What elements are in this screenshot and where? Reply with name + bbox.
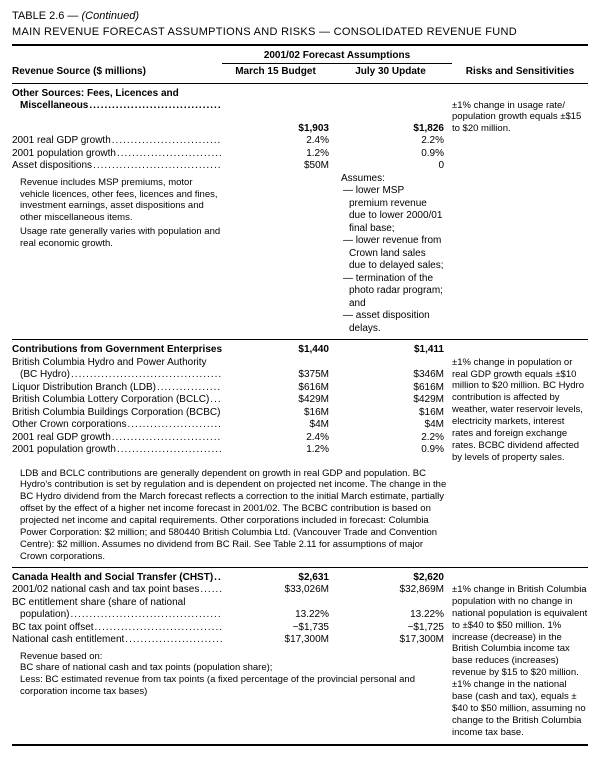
table-row: British Columbia Hydro and Power Authori…	[12, 357, 452, 382]
row-label: 2001 real GDP growth	[12, 432, 222, 445]
sec3-march: $2,631	[222, 572, 337, 585]
sec2-label: Contributions from Government Enterprise…	[12, 344, 222, 357]
col-source: Revenue Source ($ millions)	[12, 66, 222, 79]
row-label: BC tax point offset	[12, 622, 222, 635]
sec1-head: Other Sources: Fees, Licences and Miscel…	[12, 88, 588, 136]
row-march: $50M	[222, 160, 337, 173]
row-march: $616M	[222, 382, 337, 395]
section-other-sources: Other Sources: Fees, Licences and Miscel…	[12, 88, 588, 336]
note-line: Revenue based on:	[20, 651, 452, 663]
continued-text: (Continued)	[82, 10, 139, 22]
sec1-revenue-notes: Revenue includes MSP premiums, motor veh…	[12, 177, 222, 336]
row-july: 2.2%	[337, 135, 452, 148]
assume-line: — asset disposition delays.	[341, 310, 444, 335]
assumes-label: Assumes:	[341, 173, 444, 186]
row-july: $4M	[337, 419, 452, 432]
sec1-assumes: Assumes: — lower MSP premium revenue due…	[337, 173, 452, 336]
table-row: 2001 real GDP growth2.4%2.2%	[12, 135, 588, 148]
col-march: March 15 Budget	[222, 66, 337, 79]
row-july: $16M	[337, 407, 452, 420]
sec2-march: $1,440	[222, 344, 337, 357]
table-row: BC tax point offset−$1,735−$1,725	[12, 622, 452, 635]
row-label: 2001 population growth	[12, 148, 222, 161]
sec1-label: Other Sources: Fees, Licences and Miscel…	[12, 88, 222, 136]
row-july: $32,869M	[337, 584, 452, 597]
note-line: Less: BC estimated revenue from tax poin…	[20, 674, 452, 698]
table-row: Liquor Distribution Branch (LDB)$616M$61…	[12, 382, 452, 395]
row-july: 0	[337, 160, 452, 173]
note-line: Revenue includes MSP premiums, motor veh…	[20, 177, 222, 225]
col-july: July 30 Update	[337, 66, 452, 79]
row-march: 1.2%	[222, 148, 337, 161]
sec1-risks: ±1% change in usage rate/ population gro…	[452, 88, 588, 136]
row-july: $17,300M	[337, 634, 452, 647]
forecast-header-row: 2001/02 Forecast Assumptions	[12, 50, 588, 65]
bottom-rule	[12, 744, 588, 746]
sec2-rule	[12, 567, 588, 568]
row-march: 2.4%	[222, 432, 337, 445]
sec3-revenue-notes: Revenue based on:BC share of national ca…	[12, 651, 452, 699]
note-line: Usage rate generally varies with populat…	[20, 226, 222, 250]
sec2-head: Contributions from Government Enterprise…	[12, 344, 588, 357]
header-rule	[12, 83, 588, 84]
sec1-july: $1,826	[337, 88, 452, 136]
table-row: 2001 population growth1.2%0.9%	[12, 148, 588, 161]
row-march: $429M	[222, 394, 337, 407]
section-gov-enterprises: Contributions from Government Enterprise…	[12, 344, 588, 562]
row-march: $16M	[222, 407, 337, 420]
table-row: British Columbia Buildings Corporation (…	[12, 407, 452, 420]
row-label: 2001 population growth	[12, 444, 222, 457]
row-march: $33,026M	[222, 584, 337, 597]
table-row: 2001/02 national cash and tax point base…	[12, 584, 452, 597]
section-chst: Canada Health and Social Transfer (CHST)…	[12, 572, 588, 739]
table-row: 2001 population growth1.2%0.9%	[12, 444, 452, 457]
sec1-rule	[12, 339, 588, 340]
row-label: Liquor Distribution Branch (LDB)	[12, 382, 222, 395]
sec3-july: $2,620	[337, 572, 452, 585]
main-title: MAIN REVENUE FORECAST ASSUMPTIONS AND RI…	[12, 26, 588, 40]
assume-line: — lower revenue from Crown land sales du…	[341, 235, 444, 273]
row-label: Other Crown corporations	[12, 419, 222, 432]
row-label: National cash entitlement	[12, 634, 222, 647]
column-headers: Revenue Source ($ millions) March 15 Bud…	[12, 64, 588, 81]
row-march: 1.2%	[222, 444, 337, 457]
table-row: National cash entitlement$17,300M$17,300…	[12, 634, 452, 647]
row-march: −$1,735	[222, 622, 337, 635]
row-july: 2.2%	[337, 432, 452, 445]
row-march: 2.4%	[222, 135, 337, 148]
assume-line: — lower MSP premium revenue due to lower…	[341, 185, 444, 235]
table-row: BC entitlement share (share of nationalp…	[12, 597, 452, 622]
row-july: $616M	[337, 382, 452, 395]
row-march: $4M	[222, 419, 337, 432]
row-july: 0.9%	[337, 148, 452, 161]
row-july: 0.9%	[337, 444, 452, 457]
sec2-note: LDB and BCLC contributions are generally…	[12, 468, 452, 563]
table-num-text: TABLE 2.6 —	[12, 10, 82, 22]
row-label: Asset dispositions	[12, 160, 222, 173]
col-risks: Risks and Sensitivities	[452, 66, 588, 79]
row-label: 2001 real GDP growth	[12, 135, 222, 148]
top-rule	[12, 44, 588, 46]
table-row: Asset dispositions$50M0	[12, 160, 588, 173]
table-row: 2001 real GDP growth2.4%2.2%	[12, 432, 452, 445]
assume-line: — termination of the photo radar program…	[341, 273, 444, 311]
table-row: Other Crown corporations$4M$4M	[12, 419, 452, 432]
row-july: −$1,725	[337, 622, 452, 635]
sec1-march: $1,903	[222, 88, 337, 136]
sec3-head: Canada Health and Social Transfer (CHST)…	[12, 572, 588, 585]
row-july: $429M	[337, 394, 452, 407]
note-line: BC share of national cash and tax points…	[20, 662, 452, 674]
forecast-header: 2001/02 Forecast Assumptions	[222, 50, 452, 65]
row-label: British Columbia Buildings Corporation (…	[12, 407, 222, 420]
table-number: TABLE 2.6 — (Continued)	[12, 10, 588, 24]
sec1-notes-row: Revenue includes MSP premiums, motor veh…	[12, 173, 588, 336]
sec3-risks: ±1% change in British Columbia populatio…	[452, 584, 588, 738]
table-row: British Columbia Lottery Corporation (BC…	[12, 394, 452, 407]
sec3-label: Canada Health and Social Transfer (CHST)	[12, 572, 222, 585]
sec2-risks: ±1% change in population or real GDP gro…	[452, 357, 588, 464]
sec2-july: $1,411	[337, 344, 452, 357]
row-label: 2001/02 national cash and tax point base…	[12, 584, 222, 597]
row-march: $17,300M	[222, 634, 337, 647]
row-label: British Columbia Lottery Corporation (BC…	[12, 394, 222, 407]
